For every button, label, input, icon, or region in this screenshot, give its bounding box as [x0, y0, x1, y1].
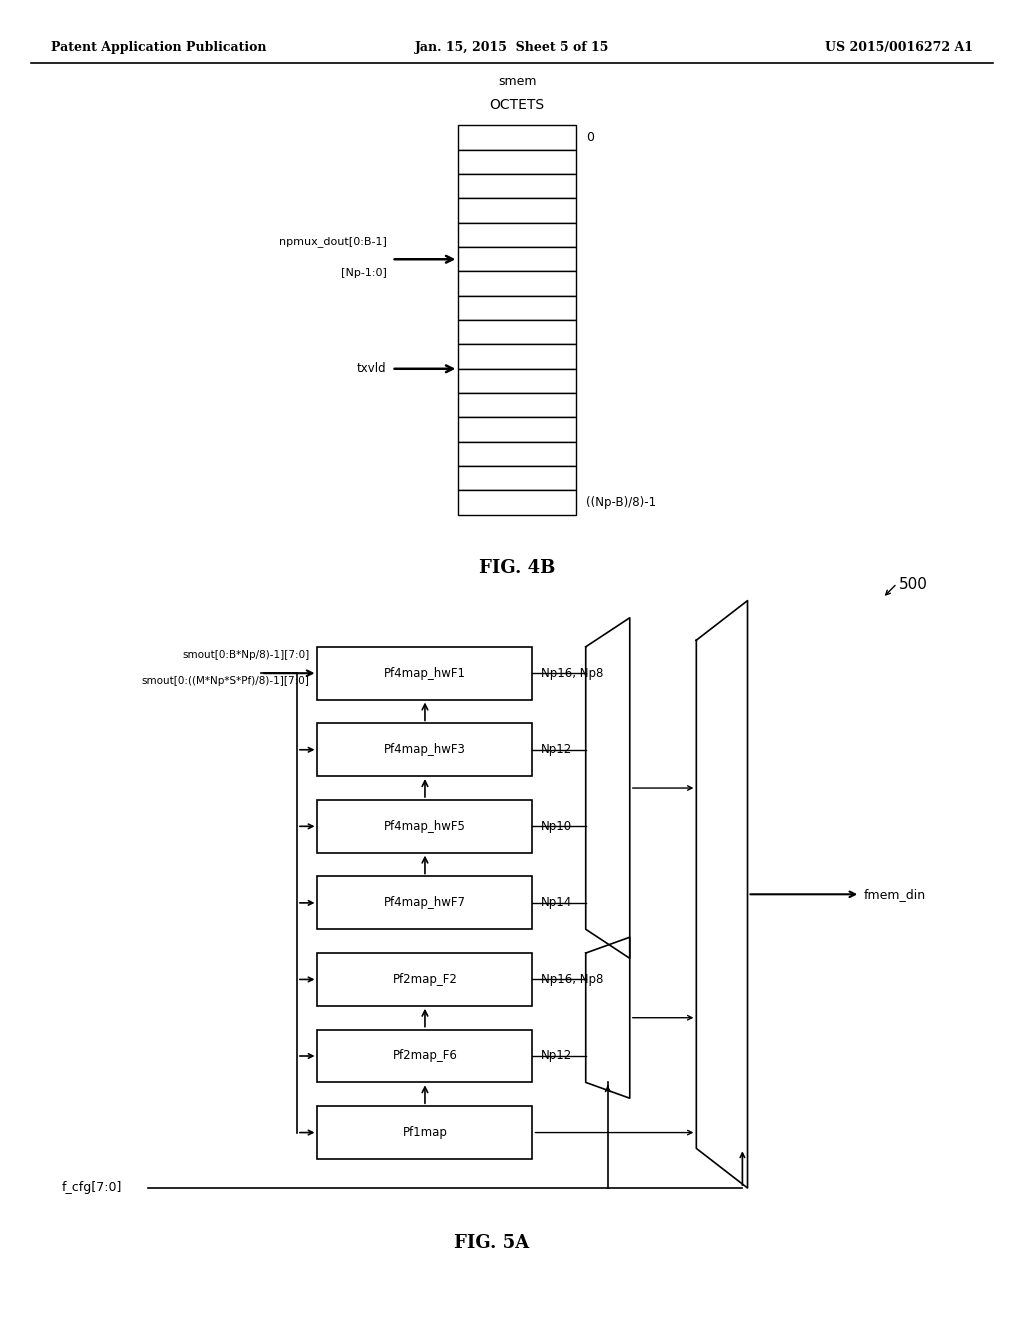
- Text: smem: smem: [498, 75, 537, 88]
- Text: Pf1map: Pf1map: [402, 1126, 447, 1139]
- Bar: [459, 321, 575, 345]
- Text: smout[0:B*Np/8)-1][7:0]: smout[0:B*Np/8)-1][7:0]: [182, 649, 309, 660]
- Text: 500: 500: [899, 577, 928, 593]
- Bar: [459, 174, 575, 198]
- Bar: [459, 393, 575, 417]
- Text: Jan. 15, 2015  Sheet 5 of 15: Jan. 15, 2015 Sheet 5 of 15: [415, 41, 609, 54]
- Text: US 2015/0016272 A1: US 2015/0016272 A1: [824, 41, 973, 54]
- Text: fmem_din: fmem_din: [863, 888, 926, 900]
- Bar: [459, 345, 575, 368]
- Text: Np10: Np10: [541, 820, 571, 833]
- Text: Pf2map_F6: Pf2map_F6: [392, 1049, 458, 1063]
- Bar: [317, 1106, 532, 1159]
- Text: 0: 0: [586, 131, 594, 144]
- Text: [Np-1:0]: [Np-1:0]: [341, 268, 387, 279]
- Bar: [317, 953, 532, 1006]
- Bar: [459, 125, 575, 149]
- Text: f_cfg[7:0]: f_cfg[7:0]: [61, 1181, 122, 1195]
- Text: Pf4map_hwF1: Pf4map_hwF1: [384, 667, 466, 680]
- Text: Pf2map_F2: Pf2map_F2: [392, 973, 458, 986]
- Bar: [459, 466, 575, 491]
- Text: Np14: Np14: [541, 896, 572, 909]
- Bar: [459, 296, 575, 319]
- Bar: [459, 247, 575, 272]
- Text: txvld: txvld: [357, 362, 387, 375]
- Bar: [459, 368, 575, 393]
- Text: Np12: Np12: [541, 743, 572, 756]
- Text: Np16, Np8: Np16, Np8: [541, 973, 603, 986]
- Bar: [459, 417, 575, 442]
- Text: ((Np-B)/8)-1: ((Np-B)/8)-1: [586, 496, 656, 510]
- Text: FIG. 4B: FIG. 4B: [479, 558, 555, 577]
- Bar: [317, 800, 532, 853]
- Text: OCTETS: OCTETS: [489, 98, 545, 112]
- Bar: [459, 272, 575, 296]
- Bar: [459, 149, 575, 174]
- Text: FIG. 5A: FIG. 5A: [454, 1234, 529, 1253]
- Bar: [317, 876, 532, 929]
- Text: Np16, Np8: Np16, Np8: [541, 667, 603, 680]
- Text: Pf4map_hwF3: Pf4map_hwF3: [384, 743, 466, 756]
- Bar: [459, 198, 575, 223]
- Bar: [459, 442, 575, 466]
- Text: npmux_dout[0:B-1]: npmux_dout[0:B-1]: [279, 236, 387, 247]
- Text: Np12: Np12: [541, 1049, 572, 1063]
- Bar: [317, 723, 532, 776]
- Bar: [459, 491, 575, 515]
- Bar: [317, 647, 532, 700]
- Text: Pf4map_hwF7: Pf4map_hwF7: [384, 896, 466, 909]
- Text: smout[0:((M*Np*S*Pf)/8)-1][7:0]: smout[0:((M*Np*S*Pf)/8)-1][7:0]: [141, 676, 309, 686]
- Bar: [459, 223, 575, 247]
- Text: Pf4map_hwF5: Pf4map_hwF5: [384, 820, 466, 833]
- Text: Patent Application Publication: Patent Application Publication: [51, 41, 266, 54]
- Bar: [317, 1030, 532, 1082]
